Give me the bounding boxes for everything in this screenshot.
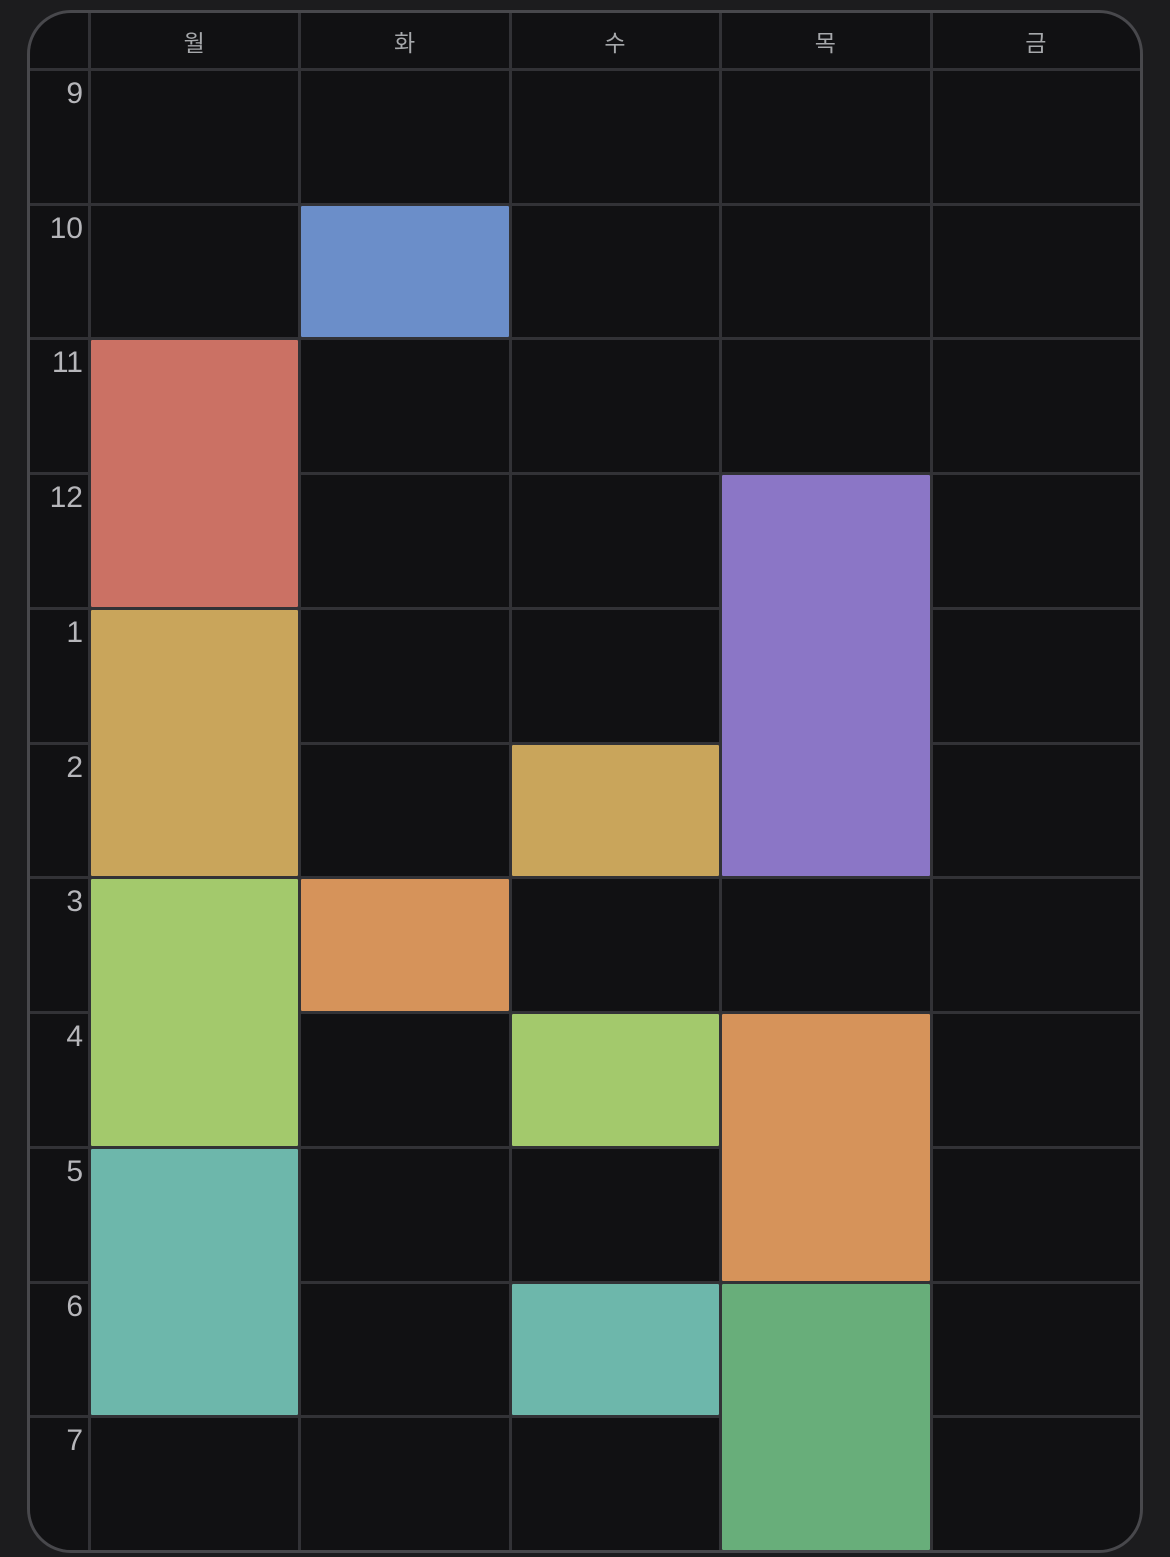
event-block[interactable]	[91, 340, 299, 607]
grid-cell	[511, 475, 720, 607]
event-block[interactable]	[91, 1148, 299, 1416]
grid-cell	[722, 340, 930, 473]
event-block[interactable]	[511, 1283, 720, 1416]
grid-cell	[91, 71, 299, 203]
grid-cell	[91, 1418, 299, 1550]
grid-cell	[511, 879, 720, 1012]
grid-cell	[301, 1283, 509, 1416]
event-block[interactable]	[511, 744, 720, 877]
event-block[interactable]	[722, 1014, 930, 1281]
grid-cell	[932, 205, 1140, 338]
grid-cell	[301, 1148, 509, 1281]
day-header-3: 수	[511, 13, 720, 68]
grid-cell	[91, 205, 299, 338]
time-label: 10	[30, 205, 88, 338]
day-header-1: 월	[91, 13, 299, 68]
event-block[interactable]	[722, 475, 930, 877]
grid-cell	[932, 71, 1140, 203]
corner-cell	[30, 13, 88, 68]
event-block[interactable]	[511, 1014, 720, 1146]
grid-cell	[722, 71, 930, 203]
grid-cell	[932, 1418, 1140, 1550]
time-label: 7	[30, 1418, 88, 1550]
grid-cell	[932, 1283, 1140, 1416]
grid-cell	[511, 609, 720, 742]
grid-cell	[301, 1418, 509, 1550]
grid-cell	[301, 71, 509, 203]
grid-cell	[932, 879, 1140, 1012]
grid-cell	[511, 1418, 720, 1550]
grid-cell	[932, 1148, 1140, 1281]
event-block[interactable]	[91, 879, 299, 1146]
grid-cell	[301, 1014, 509, 1146]
grid-cell	[722, 879, 930, 1012]
grid-cell	[301, 609, 509, 742]
grid-cell	[932, 475, 1140, 607]
time-label: 1	[30, 609, 88, 742]
time-label: 12	[30, 475, 88, 607]
grid-cell	[932, 1014, 1140, 1146]
day-header-5: 금	[932, 13, 1140, 68]
time-label: 5	[30, 1148, 88, 1281]
time-label: 6	[30, 1283, 88, 1416]
grid-cell	[932, 744, 1140, 877]
grid-cell	[932, 609, 1140, 742]
time-label: 9	[30, 71, 88, 203]
grid-cell	[301, 475, 509, 607]
grid-cell	[511, 71, 720, 203]
time-label: 3	[30, 879, 88, 1012]
event-block[interactable]	[91, 609, 299, 877]
grid-cell	[511, 1148, 720, 1281]
weekly-timetable: 월 화 수 목 금 9 10 11 12 1 2 3 4 5 6 7	[27, 10, 1143, 1553]
event-block[interactable]	[301, 205, 509, 338]
day-header-4: 목	[722, 13, 930, 68]
grid-cell	[511, 205, 720, 338]
time-label: 2	[30, 744, 88, 877]
grid-cell	[301, 744, 509, 877]
grid-cell	[932, 340, 1140, 473]
grid-cell	[511, 340, 720, 473]
event-block[interactable]	[301, 879, 509, 1012]
event-block[interactable]	[722, 1283, 930, 1550]
time-label: 11	[30, 340, 88, 473]
time-label: 4	[30, 1014, 88, 1146]
day-header-2: 화	[301, 13, 509, 68]
grid-cell	[301, 340, 509, 473]
grid-cell	[722, 205, 930, 338]
